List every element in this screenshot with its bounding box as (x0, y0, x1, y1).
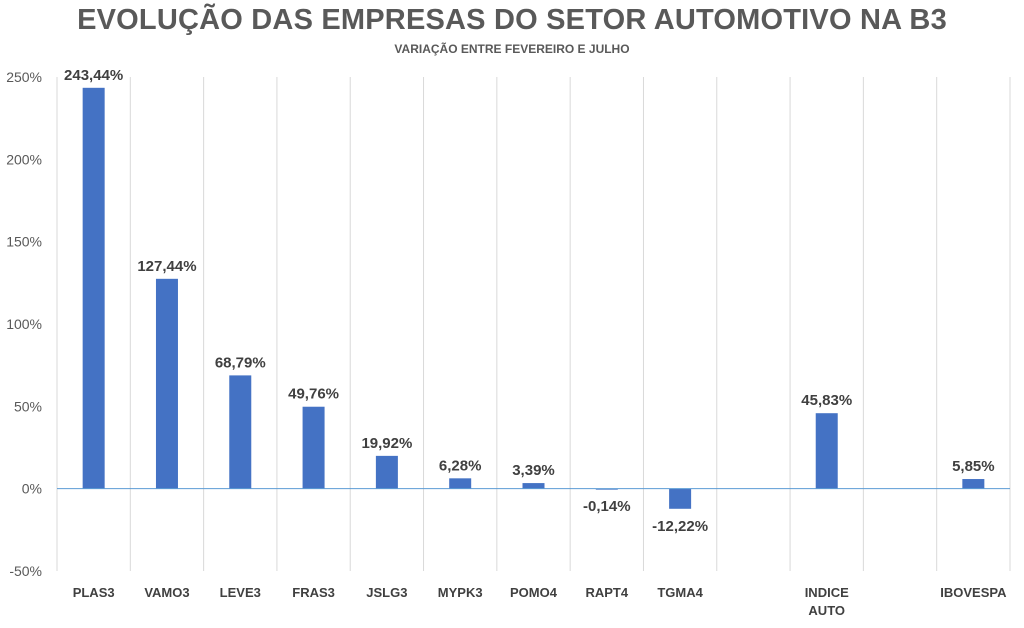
y-tick-label: -50% (9, 563, 42, 579)
bar (302, 406, 325, 489)
category-label: TGMA4 (657, 585, 703, 600)
data-label: 127,44% (137, 258, 196, 275)
y-tick-label: 50% (14, 398, 42, 414)
data-label: 243,44% (64, 67, 123, 84)
data-label: 49,76% (288, 386, 339, 403)
category-label: MYPK3 (438, 585, 483, 600)
category-label: LEVE3 (220, 585, 261, 600)
bar (962, 479, 985, 489)
data-label: 45,83% (801, 392, 852, 409)
bar (522, 483, 545, 489)
category-label: INDICE (805, 585, 849, 600)
data-label: 6,28% (439, 457, 482, 474)
data-label: 19,92% (361, 435, 412, 452)
bar (375, 455, 398, 489)
chart-subtitle: VARIAÇÃO ENTRE FEVEREIRO E JULHO (394, 42, 630, 56)
bar (815, 413, 838, 489)
category-label: AUTO (808, 603, 845, 618)
category-label: RAPT4 (585, 585, 628, 600)
y-tick-label: 150% (6, 234, 42, 250)
bar (155, 278, 178, 489)
y-tick-label: 250% (6, 69, 42, 85)
data-label: 5,85% (952, 458, 995, 475)
bar (669, 488, 692, 509)
data-label: -0,14% (583, 498, 631, 515)
y-tick-label: 200% (6, 151, 42, 167)
data-label: 3,39% (512, 462, 555, 479)
data-label: 68,79% (215, 354, 266, 371)
category-label: VAMO3 (144, 585, 189, 600)
bar (449, 478, 472, 489)
category-label: POMO4 (510, 585, 558, 600)
y-tick-label: 0% (22, 481, 42, 497)
chart-title: EVOLUÇÃO DAS EMPRESAS DO SETOR AUTOMOTIV… (77, 4, 947, 36)
y-tick-label: 100% (6, 316, 42, 332)
bar (82, 87, 105, 489)
data-label: -12,22% (652, 518, 708, 535)
category-label: JSLG3 (366, 585, 407, 600)
category-label: PLAS3 (73, 585, 115, 600)
category-label: IBOVESPA (940, 585, 1007, 600)
category-label: FRAS3 (292, 585, 335, 600)
bar (229, 375, 252, 489)
